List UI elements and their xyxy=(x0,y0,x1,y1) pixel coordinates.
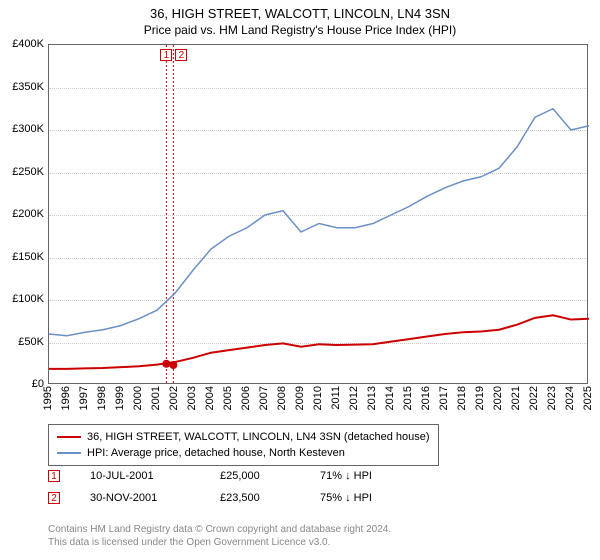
chart-subtitle: Price paid vs. HM Land Registry's House … xyxy=(0,21,600,41)
x-tick-label: 2001 xyxy=(150,386,162,410)
x-tick-label: 2025 xyxy=(582,386,594,410)
x-tick-label: 1995 xyxy=(42,386,54,410)
chart-title: 36, HIGH STREET, WALCOTT, LINCOLN, LN4 3… xyxy=(0,0,600,21)
sale-marker-ref: 2 xyxy=(48,492,60,504)
x-tick-label: 2002 xyxy=(168,386,180,410)
x-tick-label: 2009 xyxy=(294,386,306,410)
x-tick-label: 2016 xyxy=(420,386,432,410)
y-tick-label: £200K xyxy=(0,208,44,220)
x-tick-label: 1998 xyxy=(96,386,108,410)
footer-line: Contains HM Land Registry data © Crown c… xyxy=(48,524,391,537)
line-plot xyxy=(49,45,589,385)
x-tick-label: 2004 xyxy=(204,386,216,410)
x-tick-label: 2024 xyxy=(564,386,576,410)
sale-row: 1 10-JUL-2001 £25,000 71% ↓ HPI xyxy=(48,470,372,482)
y-tick-label: £50K xyxy=(0,336,44,348)
sale-marker-box: 1 xyxy=(160,49,172,61)
sale-date: 10-JUL-2001 xyxy=(90,470,190,482)
x-tick-label: 2010 xyxy=(312,386,324,410)
sale-marker-ref: 1 xyxy=(48,470,60,482)
x-tick-label: 2003 xyxy=(186,386,198,410)
footer: Contains HM Land Registry data © Crown c… xyxy=(48,524,391,549)
y-tick-label: £100K xyxy=(0,293,44,305)
x-tick-label: 2020 xyxy=(492,386,504,410)
x-tick-label: 1996 xyxy=(60,386,72,410)
x-tick-label: 2005 xyxy=(222,386,234,410)
legend-swatch xyxy=(57,436,81,438)
chart-container: 36, HIGH STREET, WALCOTT, LINCOLN, LN4 3… xyxy=(0,0,600,560)
x-tick-label: 2015 xyxy=(402,386,414,410)
x-tick-label: 2022 xyxy=(528,386,540,410)
y-tick-label: £250K xyxy=(0,166,44,178)
x-tick-label: 2011 xyxy=(330,386,342,410)
sale-row: 2 30-NOV-2001 £23,500 75% ↓ HPI xyxy=(48,492,372,504)
x-tick-label: 2021 xyxy=(510,386,522,410)
x-tick-label: 2008 xyxy=(276,386,288,410)
x-tick-label: 2014 xyxy=(384,386,396,410)
x-tick-label: 2007 xyxy=(258,386,270,410)
legend: 36, HIGH STREET, WALCOTT, LINCOLN, LN4 3… xyxy=(48,424,439,466)
x-tick-label: 2000 xyxy=(132,386,144,410)
legend-item: HPI: Average price, detached house, Nort… xyxy=(57,445,430,461)
y-tick-label: £300K xyxy=(0,123,44,135)
sale-delta: 71% ↓ HPI xyxy=(320,470,372,482)
sale-date: 30-NOV-2001 xyxy=(90,492,190,504)
plot-area: 12 xyxy=(48,44,588,384)
sale-price: £25,000 xyxy=(220,470,290,482)
sale-delta: 75% ↓ HPI xyxy=(320,492,372,504)
x-tick-label: 1999 xyxy=(114,386,126,410)
x-tick-label: 1997 xyxy=(78,386,90,410)
legend-swatch xyxy=(57,452,81,454)
footer-line: This data is licensed under the Open Gov… xyxy=(48,537,391,550)
legend-label: 36, HIGH STREET, WALCOTT, LINCOLN, LN4 3… xyxy=(87,431,430,443)
sale-price: £23,500 xyxy=(220,492,290,504)
y-tick-label: £0 xyxy=(0,378,44,390)
sale-marker-box: 2 xyxy=(175,49,187,61)
x-tick-label: 2018 xyxy=(456,386,468,410)
x-tick-label: 2023 xyxy=(546,386,558,410)
x-tick-label: 2019 xyxy=(474,386,486,410)
y-tick-label: £150K xyxy=(0,251,44,263)
legend-item: 36, HIGH STREET, WALCOTT, LINCOLN, LN4 3… xyxy=(57,429,430,445)
y-tick-label: £400K xyxy=(0,38,44,50)
y-tick-label: £350K xyxy=(0,81,44,93)
legend-label: HPI: Average price, detached house, Nort… xyxy=(87,447,345,459)
x-tick-label: 2017 xyxy=(438,386,450,410)
x-tick-label: 2012 xyxy=(348,386,360,410)
x-tick-label: 2013 xyxy=(366,386,378,410)
x-tick-label: 2006 xyxy=(240,386,252,410)
